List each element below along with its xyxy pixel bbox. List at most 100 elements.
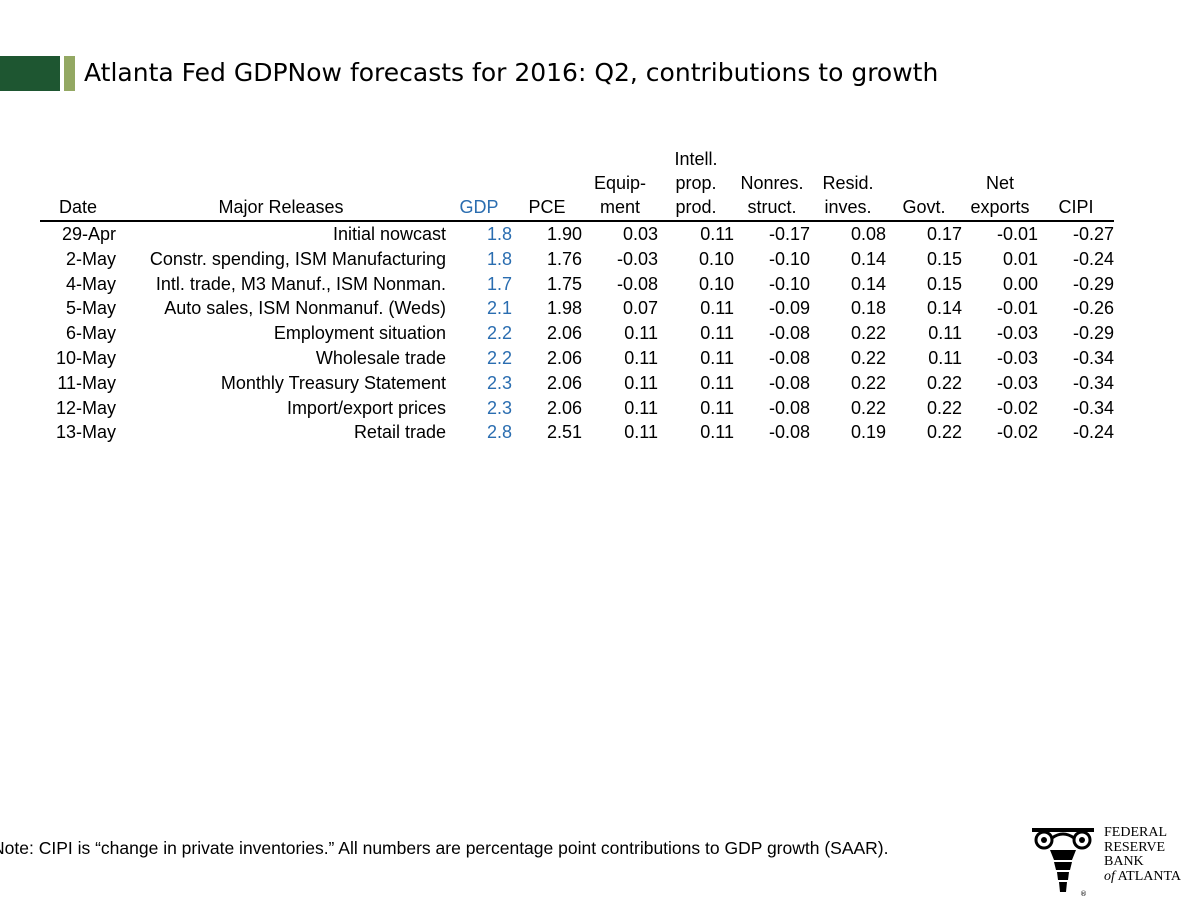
cell-gdp: 2.2	[486, 323, 512, 344]
cell-net-exports: -0.02	[996, 397, 1038, 418]
cell-pce: 2.51	[546, 422, 582, 443]
page-title: Atlanta Fed GDPNow forecasts for 2016: Q…	[84, 58, 939, 87]
cell-pce: 2.06	[546, 323, 582, 344]
column-header-intell-prop-prod: Intell. prop. prod.	[658, 147, 734, 222]
table-row: 10-May Wholesale trade 2.2 2.06 0.11 0.11 -0.0…	[40, 346, 1114, 371]
cell-intell-prop-prod: 0.11	[700, 224, 734, 244]
cell-cipi: -0.34	[1072, 397, 1114, 418]
column-header-line: Equip-	[593, 173, 647, 193]
cell-nonres-struct: -0.08	[768, 372, 810, 393]
cell-nonres-struct: -0.08	[768, 323, 810, 344]
cell-pce: 1.76	[546, 248, 582, 269]
cell-cipi: -0.27	[1072, 224, 1114, 244]
cell-equipment: 0.03	[622, 224, 658, 244]
column-header-line: Nonres.	[740, 173, 804, 193]
logo-line-federal: FEDERAL	[1104, 825, 1167, 840]
cell-gdp: 2.8	[486, 422, 512, 443]
table-row: 13-May Retail trade 2.8 2.51 0.11 0.11 -0.08 0.…	[40, 420, 1114, 445]
cell-govt: 0.17	[926, 224, 962, 244]
cell-gdp: 1.8	[486, 224, 512, 244]
cell-major-releases: Import/export prices	[286, 397, 446, 418]
cell-cipi: -0.34	[1072, 372, 1114, 393]
column-header-govt: Govt.	[886, 147, 962, 222]
footnote: Note: CIPI is “change in private invento…	[0, 838, 889, 858]
cell-resid-inves: 0.19	[850, 422, 886, 443]
cell-major-releases: Monthly Treasury Statement	[220, 372, 446, 393]
cell-net-exports: -0.01	[996, 298, 1038, 319]
cell-pce: 1.75	[546, 273, 582, 294]
cell-intell-prop-prod: 0.10	[698, 248, 734, 269]
cell-cipi: -0.24	[1072, 248, 1114, 269]
cell-net-exports: -0.01	[996, 224, 1038, 244]
cell-date: 6-May	[65, 323, 116, 344]
cell-gdp: 2.2	[486, 347, 512, 368]
logo-of: of	[1104, 868, 1115, 884]
cell-equipment: 0.07	[622, 298, 658, 319]
column-header-line: exports	[970, 197, 1030, 217]
column-header-line: ment	[599, 197, 641, 217]
column-header-cipi: CIPI	[1038, 147, 1114, 222]
cell-gdp: 2.3	[486, 372, 512, 393]
cell-equipment: -0.08	[616, 273, 658, 294]
column-header-line: Govt.	[902, 197, 946, 217]
cell-date: 11-May	[57, 372, 116, 393]
column-header-line: Resid.	[822, 173, 874, 193]
cell-nonres-struct: -0.09	[768, 298, 810, 319]
cell-nonres-struct: -0.17	[768, 224, 810, 244]
cell-govt: 0.22	[926, 372, 962, 393]
cell-resid-inves: 0.14	[850, 248, 886, 269]
cell-net-exports: -0.03	[996, 372, 1038, 393]
cell-pce: 2.06	[546, 347, 582, 368]
column-capital-icon: ®	[1032, 828, 1094, 898]
cell-equipment: 0.11	[624, 372, 658, 393]
cell-pce: 2.06	[546, 397, 582, 418]
cell-intell-prop-prod: 0.11	[700, 298, 734, 319]
cell-cipi: -0.29	[1072, 323, 1114, 344]
cell-net-exports: 0.01	[1002, 248, 1038, 269]
column-header-pce: PCE	[512, 147, 582, 222]
cell-govt: 0.15	[926, 273, 962, 294]
cell-govt: 0.22	[926, 422, 962, 443]
table-row: 29-Apr Initial nowcast 1.8 1.90 0.03 0.11 -0.1…	[40, 221, 1114, 247]
logo-line-atlanta: of ATLANTA	[1104, 868, 1182, 885]
logo-atlanta: ATLANTA	[1114, 868, 1182, 884]
cell-major-releases: Initial nowcast	[332, 224, 446, 244]
cell-pce: 1.90	[546, 224, 582, 244]
cell-gdp: 1.8	[486, 248, 512, 269]
table-body: 29-Apr Initial nowcast 1.8 1.90 0.03 0.11 -0.1…	[40, 221, 1114, 445]
column-header-line: prop.	[675, 173, 717, 193]
cell-net-exports: 0.00	[1002, 273, 1038, 294]
table-row: 11-May Monthly Treasury Statement 2.3 2.06 0…	[40, 371, 1114, 396]
cell-intell-prop-prod: 0.10	[698, 273, 734, 294]
logo-line-bank: BANK	[1104, 854, 1144, 869]
column-header-line: GDP	[459, 197, 499, 217]
cell-nonres-struct: -0.08	[768, 422, 810, 443]
cell-major-releases: Auto sales, ISM Nonmanuf. (Weds)	[164, 298, 446, 319]
column-header-line: prod.	[675, 197, 717, 217]
cell-intell-prop-prod: 0.11	[700, 372, 734, 393]
cell-date: 12-May	[55, 397, 116, 418]
cell-nonres-struct: -0.08	[768, 397, 810, 418]
cell-equipment: 0.11	[624, 347, 658, 368]
cell-gdp: 2.1	[486, 298, 512, 319]
column-header-line: Net	[985, 173, 1014, 193]
cell-net-exports: -0.02	[996, 422, 1038, 443]
cell-resid-inves: 0.14	[850, 273, 886, 294]
column-header-line: Major Releases	[218, 197, 344, 217]
column-header-net-exports: Net exports	[962, 147, 1038, 222]
cell-gdp: 1.7	[486, 273, 512, 294]
cell-equipment: -0.03	[616, 248, 658, 269]
column-header-line: PCE	[528, 197, 566, 217]
cell-govt: 0.11	[928, 347, 962, 368]
column-header-line: struct.	[747, 197, 797, 217]
cell-net-exports: -0.03	[996, 323, 1038, 344]
column-header-line: Date	[58, 197, 98, 217]
title-accent-bar-light	[64, 56, 75, 91]
svg-text:®: ®	[1080, 890, 1087, 898]
cell-resid-inves: 0.22	[850, 372, 886, 393]
logo-wordmark: FEDERAL RESERVE BANK of ATLANTA	[1104, 825, 1182, 885]
cell-resid-inves: 0.18	[850, 298, 886, 319]
cell-date: 10-May	[55, 347, 116, 368]
cell-pce: 2.06	[546, 372, 582, 393]
cell-nonres-struct: -0.10	[768, 273, 810, 294]
